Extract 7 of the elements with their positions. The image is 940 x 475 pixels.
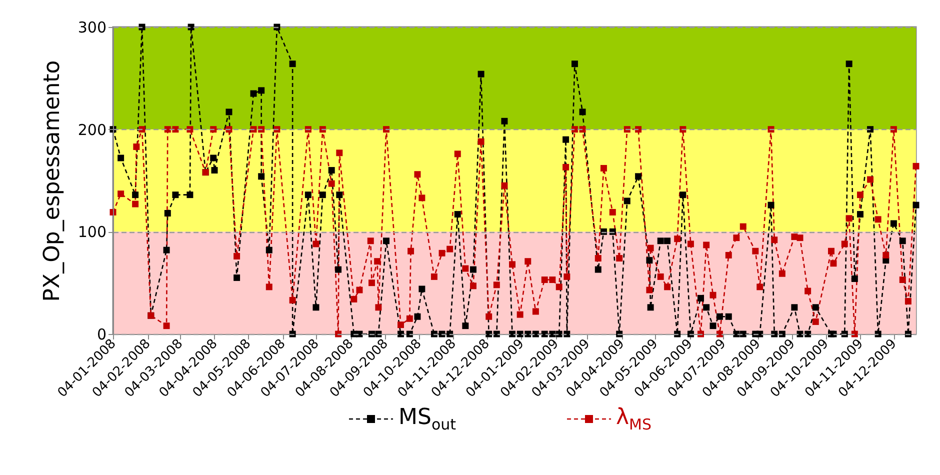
legend-label: MS$_{out}$	[398, 404, 456, 434]
y-tick-label: 200	[78, 120, 106, 139]
legend-label: λ$_{MS}$	[616, 404, 652, 434]
y-tick-label: 300	[78, 18, 106, 36]
y-axis-title: PX_Op_espessamento	[40, 60, 65, 302]
y-tick-label: 0	[96, 326, 106, 344]
y-tick-label: 100	[78, 223, 106, 242]
